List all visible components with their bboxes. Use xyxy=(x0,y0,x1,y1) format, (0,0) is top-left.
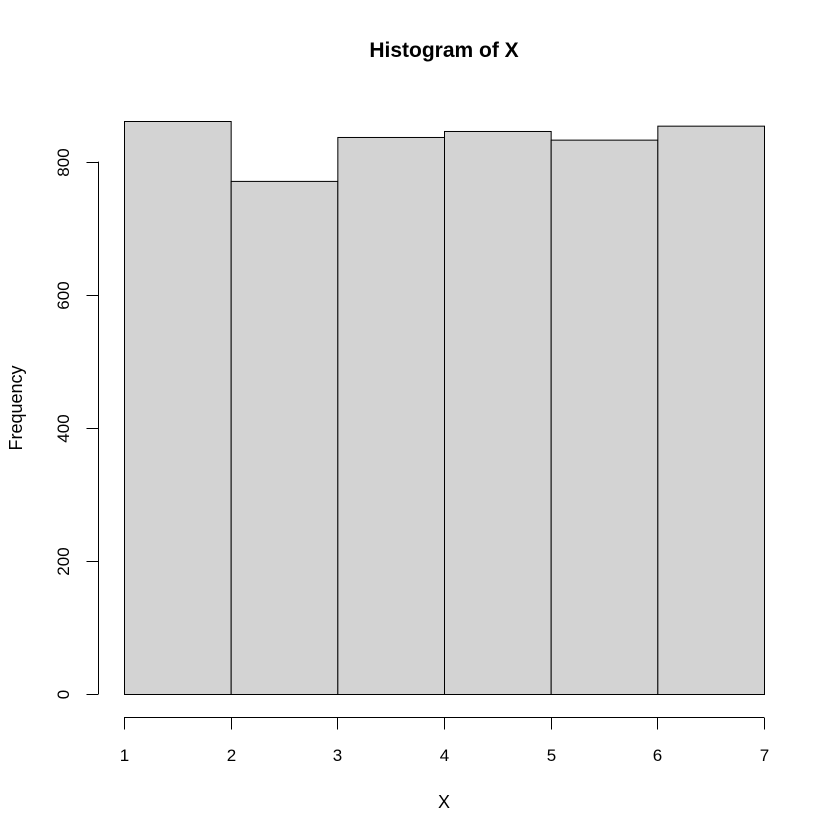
y-tick-label-400: 400 xyxy=(54,414,73,442)
x-axis: 1 2 3 4 5 6 7 xyxy=(120,717,769,765)
y-tick-label-200: 200 xyxy=(54,547,73,575)
x-tick-label-4: 4 xyxy=(440,746,449,765)
histogram-bar-4 xyxy=(444,130,552,695)
x-tick-label-2: 2 xyxy=(227,746,236,765)
histogram-bar-1 xyxy=(124,121,232,695)
y-axis: 0 200 400 600 800 xyxy=(54,148,99,699)
y-tick-label-600: 600 xyxy=(54,281,73,309)
y-axis-label: Frequency xyxy=(6,365,26,450)
x-tick-label-1: 1 xyxy=(120,746,129,765)
histogram-bar-3 xyxy=(337,136,446,696)
x-tick-label-3: 3 xyxy=(333,746,342,765)
x-tick-label-5: 5 xyxy=(547,746,556,765)
y-tick-label-800: 800 xyxy=(54,148,73,176)
histogram-bar-2 xyxy=(230,180,339,696)
x-tick-label-7: 7 xyxy=(760,746,769,765)
chart-title: Histogram of X xyxy=(369,39,518,62)
bars-group xyxy=(124,121,765,696)
y-tick-label-0: 0 xyxy=(54,690,73,699)
histogram-bar-6 xyxy=(657,125,765,696)
x-axis-label: X xyxy=(438,792,450,812)
x-tick-label-6: 6 xyxy=(653,746,662,765)
histogram-bar-5 xyxy=(550,139,659,695)
